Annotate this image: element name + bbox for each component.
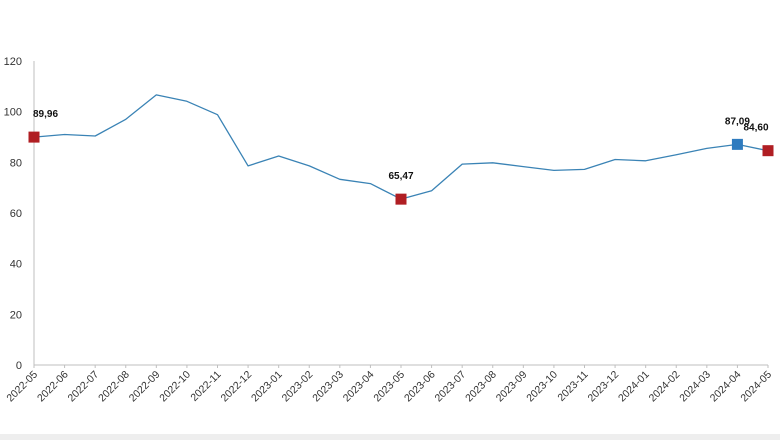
x-tick-label: 2023-07	[433, 369, 469, 405]
data-label: 89,96	[33, 109, 58, 120]
x-tick-label: 2022-05	[4, 369, 40, 405]
y-tick-label: 60	[10, 208, 22, 220]
data-label: 84,60	[743, 123, 768, 134]
y-tick-label: 120	[4, 56, 22, 68]
x-tick-label: 2023-05	[371, 369, 407, 405]
x-tick-label: 2023-06	[402, 369, 438, 405]
x-tick-label: 2023-04	[341, 369, 377, 405]
x-tick-label: 2022-10	[157, 369, 193, 405]
x-tick-label: 2023-03	[310, 369, 346, 405]
data-point-marker	[731, 138, 743, 150]
y-tick-label: 80	[10, 157, 22, 169]
x-tick-label: 2022-09	[127, 369, 163, 405]
axes	[33, 61, 769, 368]
x-tick-label: 2024-02	[647, 369, 683, 405]
x-tick-labels: 2022-052022-062022-072022-082022-092022-…	[4, 369, 774, 405]
x-tick-label: 2024-03	[677, 369, 713, 405]
y-tick-label: 0	[16, 360, 22, 372]
x-tick-label: 2022-12	[218, 369, 254, 405]
series-line	[33, 94, 769, 200]
y-tick-label: 100	[4, 107, 22, 119]
x-tick-label: 2024-04	[708, 369, 744, 405]
x-tick-label: 2022-06	[35, 369, 71, 405]
data-point-marker	[762, 145, 774, 157]
bottom-band	[0, 434, 780, 440]
x-tick-label: 2023-01	[249, 369, 285, 405]
x-tick-label: 2023-11	[555, 369, 590, 404]
x-tick-label: 2022-08	[96, 369, 132, 405]
x-tick-label: 2023-10	[524, 369, 560, 405]
x-tick-label: 2023-09	[494, 369, 530, 405]
x-tick-label: 2023-12	[585, 369, 621, 405]
x-tick-label: 2022-07	[66, 369, 102, 405]
series	[33, 94, 769, 200]
x-tick-label: 2024-05	[738, 369, 774, 405]
data-point-marker	[28, 131, 40, 143]
y-tick-label: 40	[10, 259, 22, 271]
highlight-markers	[28, 131, 774, 205]
data-point-marker	[395, 193, 407, 205]
x-tick-label: 2022-11	[188, 369, 223, 404]
x-tick-label: 2023-02	[280, 369, 316, 405]
data-label: 65,47	[388, 171, 413, 182]
x-tick-label: 2023-08	[463, 369, 499, 405]
y-tick-labels: 0 20 40 60 80 100 120	[4, 56, 22, 372]
y-tick-label: 20	[10, 309, 22, 321]
x-tick-label: 2024-01	[616, 369, 652, 405]
data-label: 87,09	[725, 116, 750, 127]
